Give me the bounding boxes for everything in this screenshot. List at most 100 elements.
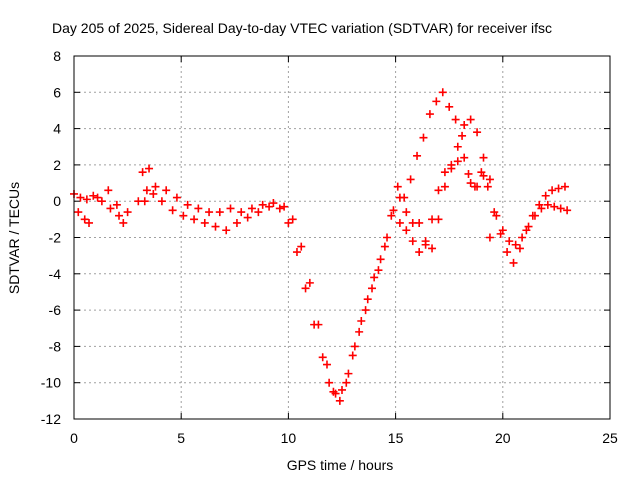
data-point — [451, 115, 460, 124]
data-point — [560, 182, 569, 191]
data-point — [445, 102, 454, 111]
data-point — [543, 200, 552, 209]
data-point — [115, 211, 124, 220]
data-point — [310, 320, 319, 329]
data-point — [440, 182, 449, 191]
data-point — [123, 208, 132, 217]
data-point — [222, 226, 231, 235]
data-point — [140, 197, 149, 206]
data-point — [215, 208, 224, 217]
data-point — [335, 396, 344, 405]
data-point — [265, 202, 274, 211]
data-point — [232, 218, 241, 227]
y-tick-label: 2 — [53, 157, 61, 173]
data-point — [194, 204, 203, 213]
data-point — [350, 342, 359, 351]
series-track-c — [138, 153, 494, 257]
y-tick-label: -12 — [41, 411, 61, 427]
data-point — [74, 208, 83, 217]
data-point — [530, 211, 539, 220]
data-point — [374, 266, 383, 275]
y-tick-label: 4 — [53, 121, 61, 137]
y-tick-label: -6 — [49, 302, 62, 318]
data-point — [473, 128, 482, 137]
data-point — [145, 164, 154, 173]
data-point — [355, 327, 364, 336]
data-point — [458, 131, 467, 140]
data-point — [162, 186, 171, 195]
data-point — [395, 218, 404, 227]
data-point — [97, 197, 106, 206]
plot-frame — [73, 55, 611, 420]
data-point — [205, 208, 214, 217]
data-point — [473, 182, 482, 191]
data-point — [383, 233, 392, 242]
data-point — [370, 273, 379, 282]
y-axis-title: SDTVAR / TECUs — [6, 182, 22, 294]
data-point — [509, 258, 518, 267]
y-tick-label: -10 — [41, 375, 61, 391]
data-point — [485, 175, 494, 184]
data-point — [421, 240, 430, 249]
data-point — [172, 193, 181, 202]
data-point — [447, 160, 456, 169]
data-point — [466, 115, 475, 124]
data-point — [492, 211, 501, 220]
data-point — [89, 191, 98, 200]
data-point — [453, 157, 462, 166]
data-point — [479, 171, 488, 180]
data-point — [200, 218, 209, 227]
data-point — [556, 204, 565, 213]
data-point — [357, 316, 366, 325]
data-point — [485, 233, 494, 242]
data-point — [104, 186, 113, 195]
data-point — [157, 197, 166, 206]
data-point — [428, 244, 437, 253]
data-point — [361, 306, 370, 315]
y-tick-label: -8 — [49, 338, 62, 354]
data-point — [387, 211, 396, 220]
data-point — [380, 242, 389, 251]
data-point — [408, 237, 417, 246]
data-point — [76, 193, 85, 202]
data-point — [106, 204, 115, 213]
data-point — [151, 182, 160, 191]
data-point — [305, 278, 314, 287]
data-point — [503, 248, 512, 257]
y-tick-label: 8 — [53, 48, 61, 64]
data-point — [93, 193, 102, 202]
data-point — [563, 206, 572, 215]
data-point — [284, 218, 293, 227]
data-point — [112, 200, 121, 209]
data-point — [297, 242, 306, 251]
data-point — [275, 204, 284, 213]
data-point — [406, 175, 415, 184]
data-point — [518, 233, 527, 242]
data-point — [301, 284, 310, 293]
data-point — [395, 193, 404, 202]
data-point — [524, 222, 533, 231]
data-point — [190, 215, 199, 224]
x-tick-label: 25 — [602, 430, 618, 446]
data-point — [466, 179, 475, 188]
data-point — [408, 218, 417, 227]
data-point — [344, 369, 353, 378]
data-point — [226, 204, 235, 213]
data-point — [363, 295, 372, 304]
data-point — [258, 200, 267, 209]
data-point — [498, 226, 507, 235]
data-points — [70, 88, 572, 405]
data-point — [348, 351, 357, 360]
data-point — [460, 153, 469, 162]
data-point — [550, 202, 559, 211]
data-point — [460, 120, 469, 129]
data-point — [440, 168, 449, 177]
data-point — [505, 237, 514, 246]
data-point — [548, 186, 557, 195]
data-point — [342, 378, 351, 387]
y-tick-label: 0 — [53, 193, 61, 209]
x-tick-label: 15 — [388, 430, 404, 446]
data-point — [331, 389, 340, 398]
